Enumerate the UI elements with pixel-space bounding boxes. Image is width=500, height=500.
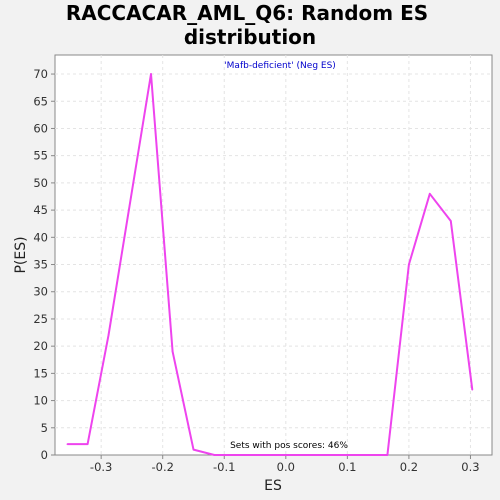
x-tick-label: -0.2	[151, 460, 173, 474]
data-point	[86, 443, 89, 445]
x-tick-label: 0.2	[400, 460, 418, 474]
y-tick-label: 30	[33, 285, 48, 299]
x-axis-label: ES	[264, 478, 282, 494]
axis-ticks: -0.3 -0.2 -0.1 0.0 0.1 0.2 0.3 0 5 10 15 20 25 30 35 40…	[33, 67, 479, 474]
y-tick-label: 10	[33, 394, 48, 408]
y-axis-label: P(ES)	[13, 236, 29, 273]
x-tick-label: 0.3	[461, 460, 479, 474]
data-point	[365, 454, 368, 456]
data-point	[213, 454, 216, 456]
x-tick-label: 0.1	[338, 460, 356, 474]
plot-area	[54, 54, 493, 456]
data-point	[107, 334, 110, 337]
y-tick-label: 40	[33, 230, 48, 244]
data-point	[66, 443, 69, 445]
data-point	[386, 454, 389, 456]
grid-lines	[55, 55, 492, 455]
data-point	[429, 192, 431, 195]
data-point	[192, 448, 195, 451]
y-tick-label: 65	[33, 94, 48, 108]
y-tick-label: 0	[41, 448, 48, 462]
y-tick-label: 55	[33, 149, 48, 163]
y-tick-label: 25	[33, 312, 48, 326]
y-tick-label: 50	[33, 176, 48, 190]
data-point	[171, 350, 174, 353]
y-tick-label: 5	[41, 421, 48, 435]
series-layer	[66, 73, 474, 456]
chart-subtitle: 'Mafb-deficient' (Neg ES)	[224, 61, 336, 71]
data-point	[234, 454, 237, 456]
chart-title-line-1: RACCACAR_AML_Q6: Random ES	[66, 1, 428, 25]
data-point	[449, 220, 452, 222]
y-tick-label: 45	[33, 203, 48, 217]
y-tick-label: 70	[33, 67, 48, 81]
data-point	[408, 263, 410, 266]
y-tick-label: 35	[33, 258, 48, 272]
data-point	[471, 388, 474, 391]
data-point	[255, 454, 258, 456]
y-tick-label: 20	[33, 339, 48, 353]
chart-title-line-2: distribution	[184, 25, 316, 49]
y-tick-label: 15	[33, 366, 48, 380]
x-tick-label: 0.0	[277, 460, 295, 474]
data-point	[150, 73, 152, 75]
x-tick-label: -0.1	[213, 460, 235, 474]
pos-scores-annotation: Sets with pos scores: 46%	[230, 441, 348, 451]
x-tick-label: -0.3	[90, 460, 112, 474]
y-tick-label: 60	[33, 121, 48, 135]
